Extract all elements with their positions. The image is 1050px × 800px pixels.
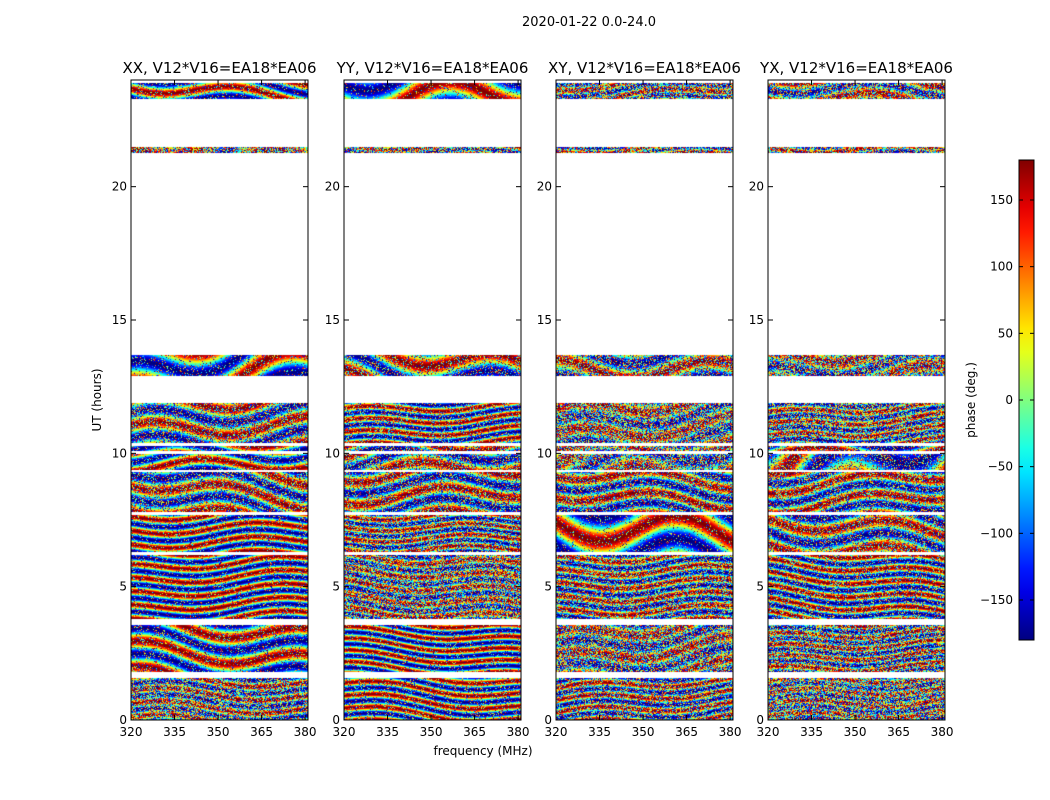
- x-tick-label: 365: [463, 725, 486, 739]
- x-tick-label: 320: [545, 725, 568, 739]
- colorbar-tick-label: 150: [990, 193, 1013, 207]
- x-tick-label: 350: [632, 725, 655, 739]
- colorbar-tick-label: 0: [1005, 393, 1013, 407]
- x-tick-label: 365: [887, 725, 910, 739]
- y-tick-label: 0: [544, 713, 552, 727]
- panel-4-heatmap: [768, 80, 945, 720]
- y-tick-label: 15: [325, 313, 340, 327]
- figure-suptitle: 2020-01-22 0.0-24.0: [522, 15, 656, 30]
- x-tick-label: 365: [675, 725, 698, 739]
- panel-4-frame: [767, 79, 946, 721]
- panel-3-heatmap: [556, 80, 733, 720]
- panel-4-title: YX, V12*V16=EA18*EA06: [759, 59, 953, 77]
- x-axis-label: frequency (MHz): [433, 744, 532, 758]
- x-tick-label: 380: [931, 725, 954, 739]
- panel-1-frame: [130, 79, 309, 721]
- y-tick-label: 5: [544, 580, 552, 594]
- colorbar-tick-label: −150: [980, 593, 1013, 607]
- y-tick-label: 10: [325, 446, 340, 460]
- y-tick-label: 0: [332, 713, 340, 727]
- x-tick-label: 320: [333, 725, 356, 739]
- y-tick-label: 20: [325, 180, 340, 194]
- y-tick-label: 0: [119, 713, 127, 727]
- y-tick-label: 20: [749, 180, 764, 194]
- x-tick-label: 350: [844, 725, 867, 739]
- panel-1: XX, V12*V16=EA18*EA06 320 335 350 365 380 0 5 10…: [112, 59, 317, 739]
- panel-3: XY, V12*V16=EA18*EA06 320 335 350 365 380 0 5 10…: [537, 59, 742, 739]
- colorbar-tick-label: 100: [990, 260, 1013, 274]
- y-tick-label: 10: [749, 446, 764, 460]
- x-tick-label: 335: [800, 725, 823, 739]
- colorbar-tick-label: 50: [998, 326, 1013, 340]
- colorbar-tick-label: −50: [988, 460, 1013, 474]
- panel-1-title: XX, V12*V16=EA18*EA06: [122, 59, 316, 77]
- panel-3-frame: [555, 79, 734, 721]
- x-tick-label: 350: [207, 725, 230, 739]
- y-tick-label: 5: [332, 580, 340, 594]
- panel-3-title: XY, V12*V16=EA18*EA06: [548, 59, 741, 77]
- y-tick-label: 15: [749, 313, 764, 327]
- y-axis-label: UT (hours): [90, 368, 104, 431]
- panel-1-heatmap: [131, 80, 308, 720]
- x-tick-label: 380: [719, 725, 742, 739]
- y-tick-label: 15: [112, 313, 127, 327]
- x-tick-label: 380: [507, 725, 530, 739]
- x-tick-label: 350: [420, 725, 443, 739]
- colorbar: −150 −100 −50 0 50 100 150: [980, 159, 1035, 641]
- x-tick-label: 320: [757, 725, 780, 739]
- x-tick-label: 320: [120, 725, 143, 739]
- panel-2-heatmap: [344, 80, 521, 720]
- panel-4: YX, V12*V16=EA18*EA06 320 335 350 365 380 0 5 10…: [749, 59, 954, 739]
- panel-2-title: YY, V12*V16=EA18*EA06: [336, 59, 529, 77]
- x-tick-label: 335: [588, 725, 611, 739]
- y-tick-label: 20: [112, 180, 127, 194]
- colorbar-tick-label: −100: [980, 526, 1013, 540]
- x-tick-label: 335: [163, 725, 186, 739]
- x-tick-label: 380: [294, 725, 317, 739]
- panel-2: YY, V12*V16=EA18*EA06 320 335 350 365 380 0 5 10…: [325, 59, 530, 739]
- y-tick-label: 15: [537, 313, 552, 327]
- y-tick-label: 0: [756, 713, 764, 727]
- y-tick-label: 20: [537, 180, 552, 194]
- y-tick-label: 5: [756, 580, 764, 594]
- panel-2-frame: [343, 79, 522, 721]
- colorbar-label: phase (deg.): [964, 362, 978, 438]
- x-tick-label: 335: [376, 725, 399, 739]
- x-tick-label: 365: [250, 725, 273, 739]
- panels-group: XX, V12*V16=EA18*EA06 320 335 350 365 380 0 5 10…: [112, 59, 954, 739]
- y-tick-label: 10: [537, 446, 552, 460]
- y-tick-label: 5: [119, 580, 127, 594]
- y-tick-label: 10: [112, 446, 127, 460]
